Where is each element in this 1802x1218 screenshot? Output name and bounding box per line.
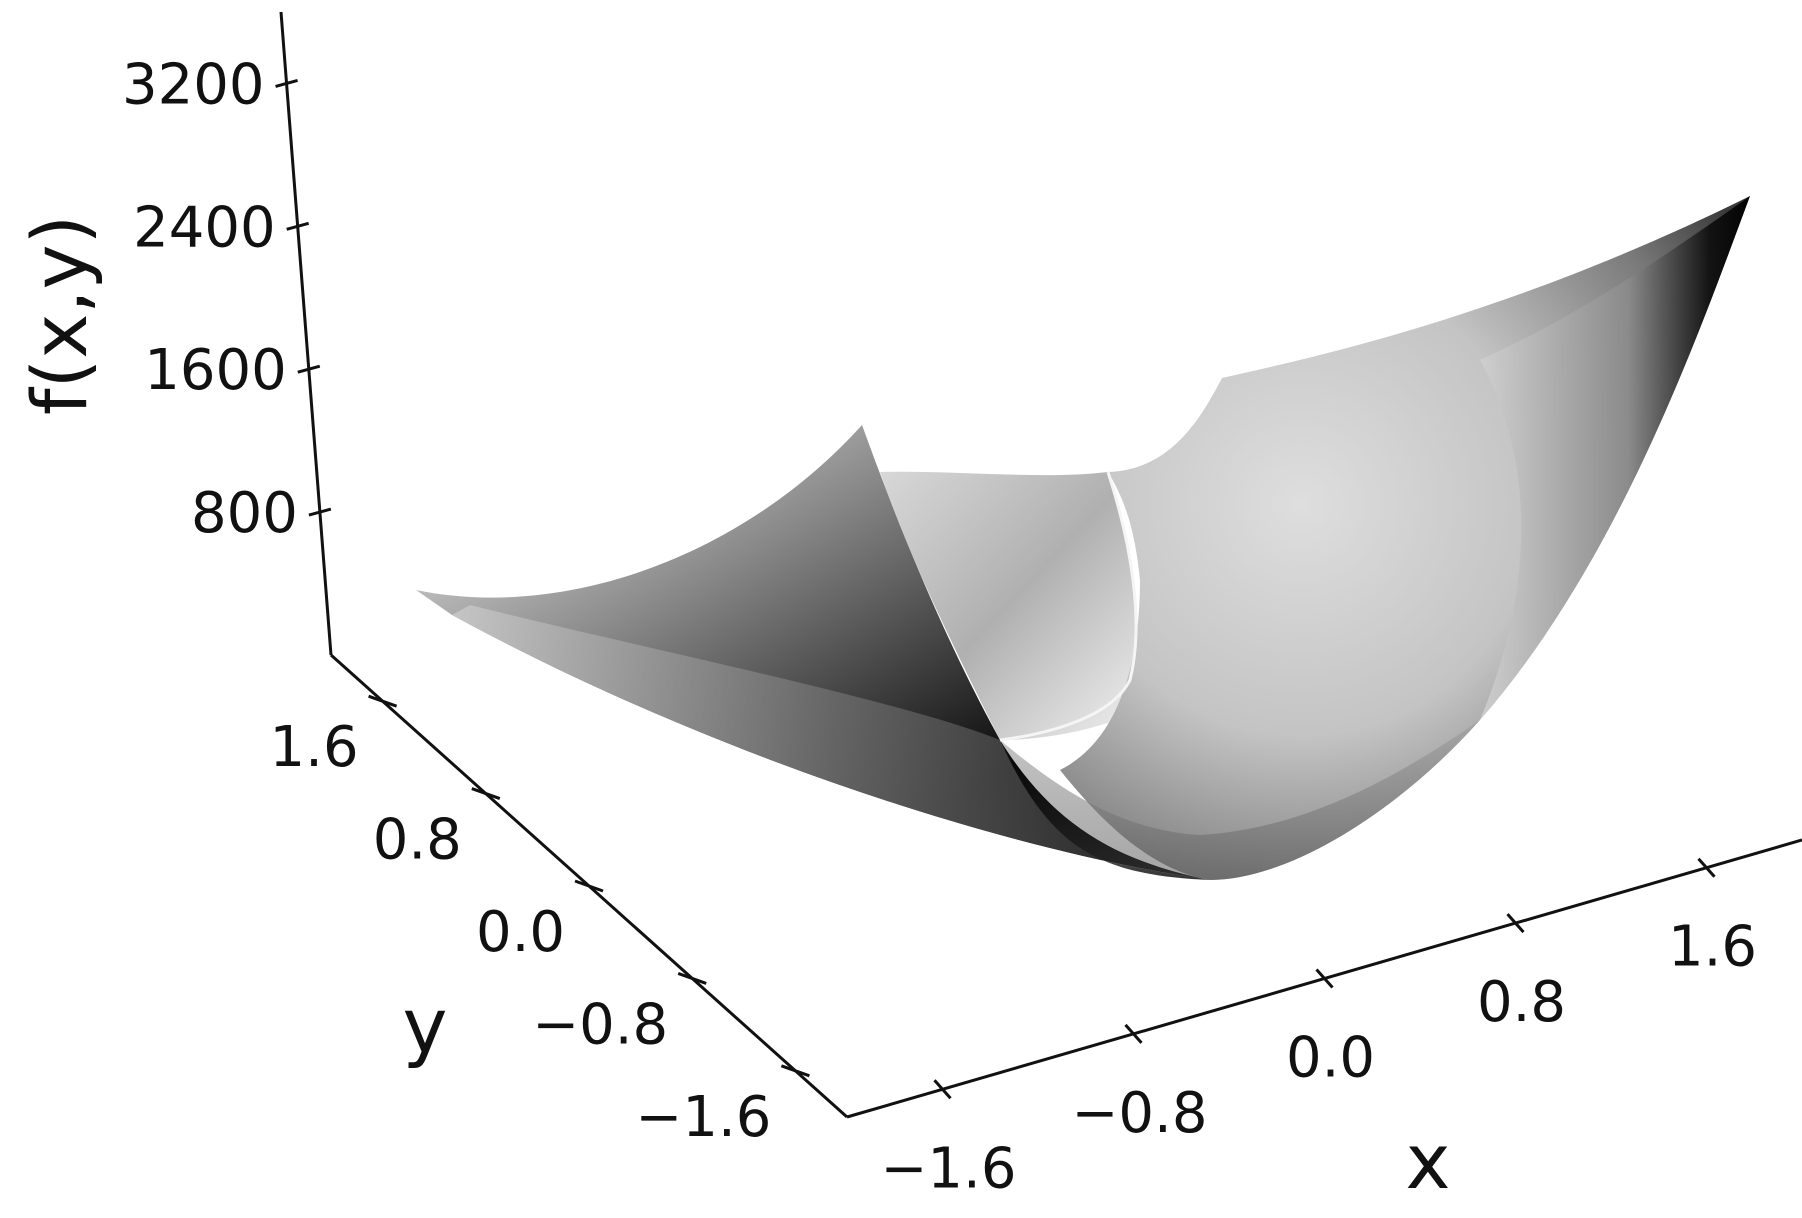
surface-right-wing xyxy=(1480,196,1750,720)
z-tick-mark xyxy=(275,78,298,88)
y-tick-label: −1.6 xyxy=(635,1085,771,1150)
y-tick-mark xyxy=(574,879,604,893)
x-tick-label: −1.6 xyxy=(881,1136,1017,1201)
x-axis-ticks: −1.6 −0.8 0.0 0.8 1.6 xyxy=(881,857,1757,1201)
y-tick-mark xyxy=(677,971,707,985)
y-tick-label: −0.8 xyxy=(532,992,668,1057)
x-tick-mark xyxy=(933,1079,952,1100)
x-tick-label: 0.0 xyxy=(1286,1026,1375,1091)
surface-inner-wall xyxy=(880,471,1136,740)
y-tick-mark xyxy=(780,1064,810,1078)
z-tick-mark xyxy=(308,507,332,517)
y-axis-ticks: −1.6 −0.8 0.00.81.6 xyxy=(270,694,810,1150)
y-tick-label: 0.8 xyxy=(373,808,462,873)
x-tick-label: −0.8 xyxy=(1072,1081,1208,1146)
surface-left-lower xyxy=(452,605,1210,880)
z-tick-mark xyxy=(286,221,310,231)
z-axis-line xyxy=(279,11,333,656)
y-tick-mark xyxy=(368,694,398,708)
y-axis-title: y xyxy=(403,981,448,1070)
x-tick-mark xyxy=(1506,913,1525,934)
surface-ridge-highlight xyxy=(999,471,1138,742)
x-tick-mark xyxy=(1315,968,1334,989)
z-tick-label: 1600 xyxy=(144,338,287,403)
surface-front xyxy=(1000,720,1480,880)
surface xyxy=(416,196,1750,880)
x-tick-label: 0.8 xyxy=(1477,970,1566,1035)
y-tick-label: 0.0 xyxy=(476,900,565,965)
y-tick-label: 1.6 xyxy=(270,715,359,780)
y-tick-mark xyxy=(471,787,501,801)
z-axis-title: f(x,y) xyxy=(15,215,104,415)
z-tick-label: 3200 xyxy=(122,52,265,117)
x-tick-mark xyxy=(1697,857,1716,878)
z-tick-label: 2400 xyxy=(133,195,276,260)
z-tick-mark xyxy=(297,364,321,374)
z-tick-label: 800 xyxy=(191,481,298,546)
x-tick-mark xyxy=(1124,1023,1143,1044)
x-axis-title: x xyxy=(1406,1117,1451,1206)
z-axis-ticks: 800 1600 2400 3200 xyxy=(122,52,332,546)
x-tick-label: 1.6 xyxy=(1668,915,1757,980)
